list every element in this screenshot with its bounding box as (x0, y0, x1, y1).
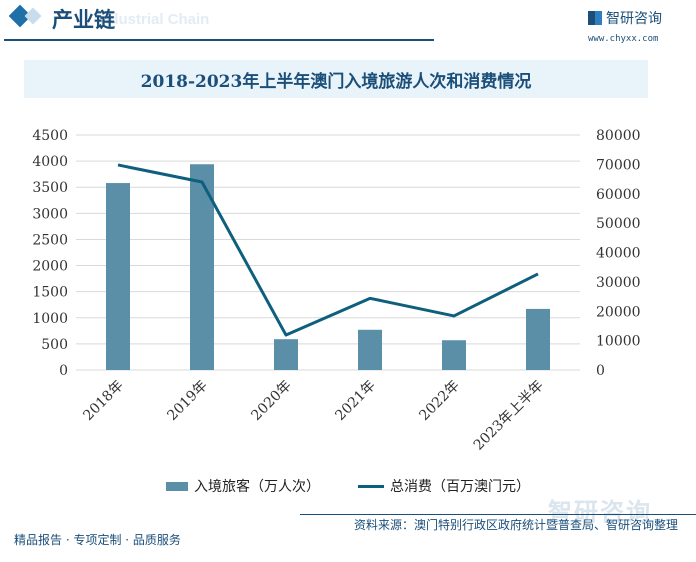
y-left-tick-label: 1000 (32, 311, 68, 327)
x-tick-label: 2018年 (80, 378, 126, 424)
y-left-tick-label: 500 (41, 337, 68, 353)
y-left-tick-label: 1500 (32, 285, 68, 301)
x-tick-label: 2023年上半年 (471, 378, 547, 454)
legend-label: 入境旅客（万人次） (194, 479, 320, 495)
line-series (117, 163, 539, 337)
y-right-tick-label: 20000 (596, 304, 641, 320)
y-left-tick-label: 0 (59, 363, 68, 379)
watermark: 智研咨询 (548, 498, 652, 526)
logo-mark-icon (588, 11, 602, 25)
y-right-tick-label: 60000 (596, 187, 641, 203)
y-left-tick-label: 2000 (32, 259, 68, 275)
logo-text: 智研咨询 (606, 11, 662, 27)
logo-url: www.chyxx.com (588, 34, 659, 44)
y-left-tick-label: 4500 (32, 128, 68, 144)
legend-label: 总消费（百万澳门元） (390, 479, 530, 495)
x-tick-label: 2020年 (248, 378, 294, 424)
x-tick-label: 2021年 (332, 378, 378, 424)
y-right-tick-label: 30000 (596, 275, 641, 291)
y-right-tick-label: 0 (596, 363, 605, 379)
bar (526, 308, 550, 370)
legend-item-bar: 入境旅客（万人次） (166, 476, 320, 496)
header-divider (4, 39, 434, 41)
legend-item-line: 总消费（百万澳门元） (358, 476, 530, 496)
y-left-tick-label: 4000 (32, 154, 68, 170)
y-right-tick-label: 80000 (596, 128, 641, 144)
x-tick-label: 2019年 (164, 378, 210, 424)
bar (274, 339, 298, 370)
bar (106, 183, 130, 370)
bar (442, 340, 466, 370)
y-right-tick-label: 70000 (596, 157, 641, 173)
bar (358, 329, 382, 370)
source-note: 资料来源：澳门特别行政区政府统计暨普查局、智研咨询整理 (353, 518, 678, 532)
header-title: 产业链 (52, 8, 115, 32)
y-left-tick-label: 3000 (32, 206, 68, 222)
y-left-tick-label: 2500 (32, 232, 68, 248)
brand-logo: 智研咨询 (588, 8, 662, 28)
footer-slogan: 精品报告 · 专项定制 · 品质服务 (14, 533, 181, 547)
x-tick-label: 2022年 (416, 378, 462, 424)
chart-title: 2018-2023年上半年澳门入境旅游人次和消费情况 (140, 71, 532, 92)
y-right-tick-label: 50000 (596, 216, 641, 232)
y-right-tick-label: 10000 (596, 334, 641, 350)
y-left-tick-label: 3500 (32, 180, 68, 196)
chart-title-box: 2018-2023年上半年澳门入境旅游人次和消费情况 (24, 60, 648, 98)
legend: 入境旅客（万人次） 总消费（百万澳门元） (0, 476, 696, 496)
legend-swatch-bar (166, 481, 188, 491)
legend-swatch-line (358, 484, 384, 488)
footer-divider (300, 514, 696, 515)
y-right-tick-label: 40000 (596, 246, 641, 262)
